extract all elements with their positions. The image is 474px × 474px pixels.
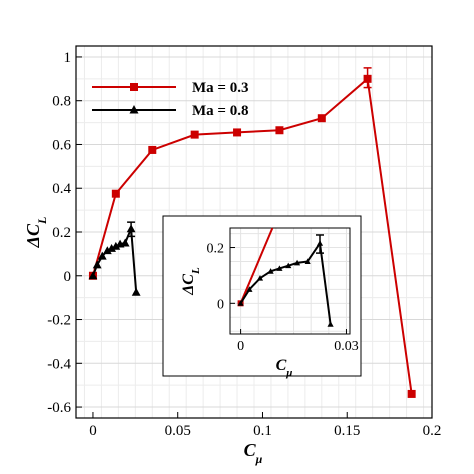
y-tick-label: 0.6 [52, 137, 71, 153]
y-tick-label: -0.6 [47, 400, 71, 416]
inset-series-line-1 [239, 240, 332, 325]
data-point-ma08 [111, 241, 121, 250]
series-layer [88, 67, 416, 398]
inset-y-axis-title: ΔCL [180, 267, 202, 296]
data-point-ma03 [233, 128, 242, 137]
data-point-ma03 [111, 189, 120, 198]
inset-data-point-ma08 [285, 262, 292, 269]
x-axis-title: Cμ [244, 440, 263, 466]
y-tick-label: 0.8 [52, 94, 71, 110]
inset-data-point-ma08 [293, 259, 301, 266]
inset-y-tick-label: 0 [217, 297, 224, 312]
data-point-ma08 [107, 244, 116, 252]
data-point-ma03 [363, 74, 372, 83]
inset-x-axis-title: Cμ [276, 357, 293, 379]
data-point-ma08 [126, 224, 136, 233]
inset-data-point-ma08 [327, 321, 334, 327]
y-tick-label: -0.4 [47, 356, 71, 372]
inset-series-layer [237, 227, 334, 327]
x-tick-label: 0.15 [334, 423, 360, 439]
inset-data-point-ma08 [237, 300, 244, 306]
data-point-ma08 [92, 260, 102, 269]
x-tick-label: 0.1 [253, 423, 272, 439]
x-tick-label: 0.05 [165, 423, 191, 439]
y-tick-label: 0.2 [52, 225, 71, 241]
data-point-ma03 [407, 389, 416, 398]
data-point-ma03 [190, 130, 199, 139]
inset-series-line-ma03 [239, 227, 274, 304]
data-point-ma03 [275, 126, 284, 135]
inset: 0 0.03 0 0.2 ΔCL Cμ [162, 215, 362, 379]
data-point-ma08 [88, 271, 98, 280]
inset-box [162, 215, 362, 377]
inset-x-tick-label: 0.03 [334, 339, 359, 354]
inset-x-tick-label: 0 [237, 339, 244, 354]
legend: Ma = 0.3 Ma = 0.8 [92, 80, 248, 119]
data-point-ma08 [97, 251, 107, 260]
data-point-ma03 [317, 114, 326, 123]
inset-y-tick-label: 0.2 [207, 242, 225, 257]
x-tick-label: 0.2 [423, 423, 442, 439]
inset-data-point-ma08 [304, 258, 311, 264]
legend-label-ma03: Ma = 0.3 [192, 80, 248, 96]
y-tick-label: 0 [64, 269, 72, 285]
legend-marker-ma03 [130, 83, 138, 91]
data-point-ma08 [102, 246, 112, 255]
y-tick-label: -0.2 [47, 313, 71, 329]
y-tick-label: 0.4 [52, 181, 71, 197]
inset-data-point-ma08 [267, 268, 274, 274]
inset-plot-frame [229, 227, 351, 335]
main-ticks: 0 0.05 0.1 0.15 0.2 -0.6 -0.4 -0.2 0 0.2 0.4 0.6 0.8… [47, 50, 441, 439]
x-tick-label: 0 [89, 423, 97, 439]
data-point-ma08 [131, 287, 141, 296]
y-axis-title: ΔCL [23, 217, 49, 249]
inset-data-point-ma08 [246, 286, 253, 292]
data-point-ma03 [148, 145, 157, 154]
inset-data-point-ma08 [316, 240, 324, 246]
legend-marker-ma08 [129, 105, 139, 114]
inset-data-point-ma08 [256, 275, 264, 281]
y-tick-label: 1 [64, 50, 72, 66]
inset-ticks: 0 0.03 0 0.2 [207, 242, 359, 354]
inset-data-point-ma08 [276, 265, 283, 271]
legend-label-ma08: Ma = 0.8 [192, 103, 248, 119]
data-point-ma08 [120, 238, 130, 247]
